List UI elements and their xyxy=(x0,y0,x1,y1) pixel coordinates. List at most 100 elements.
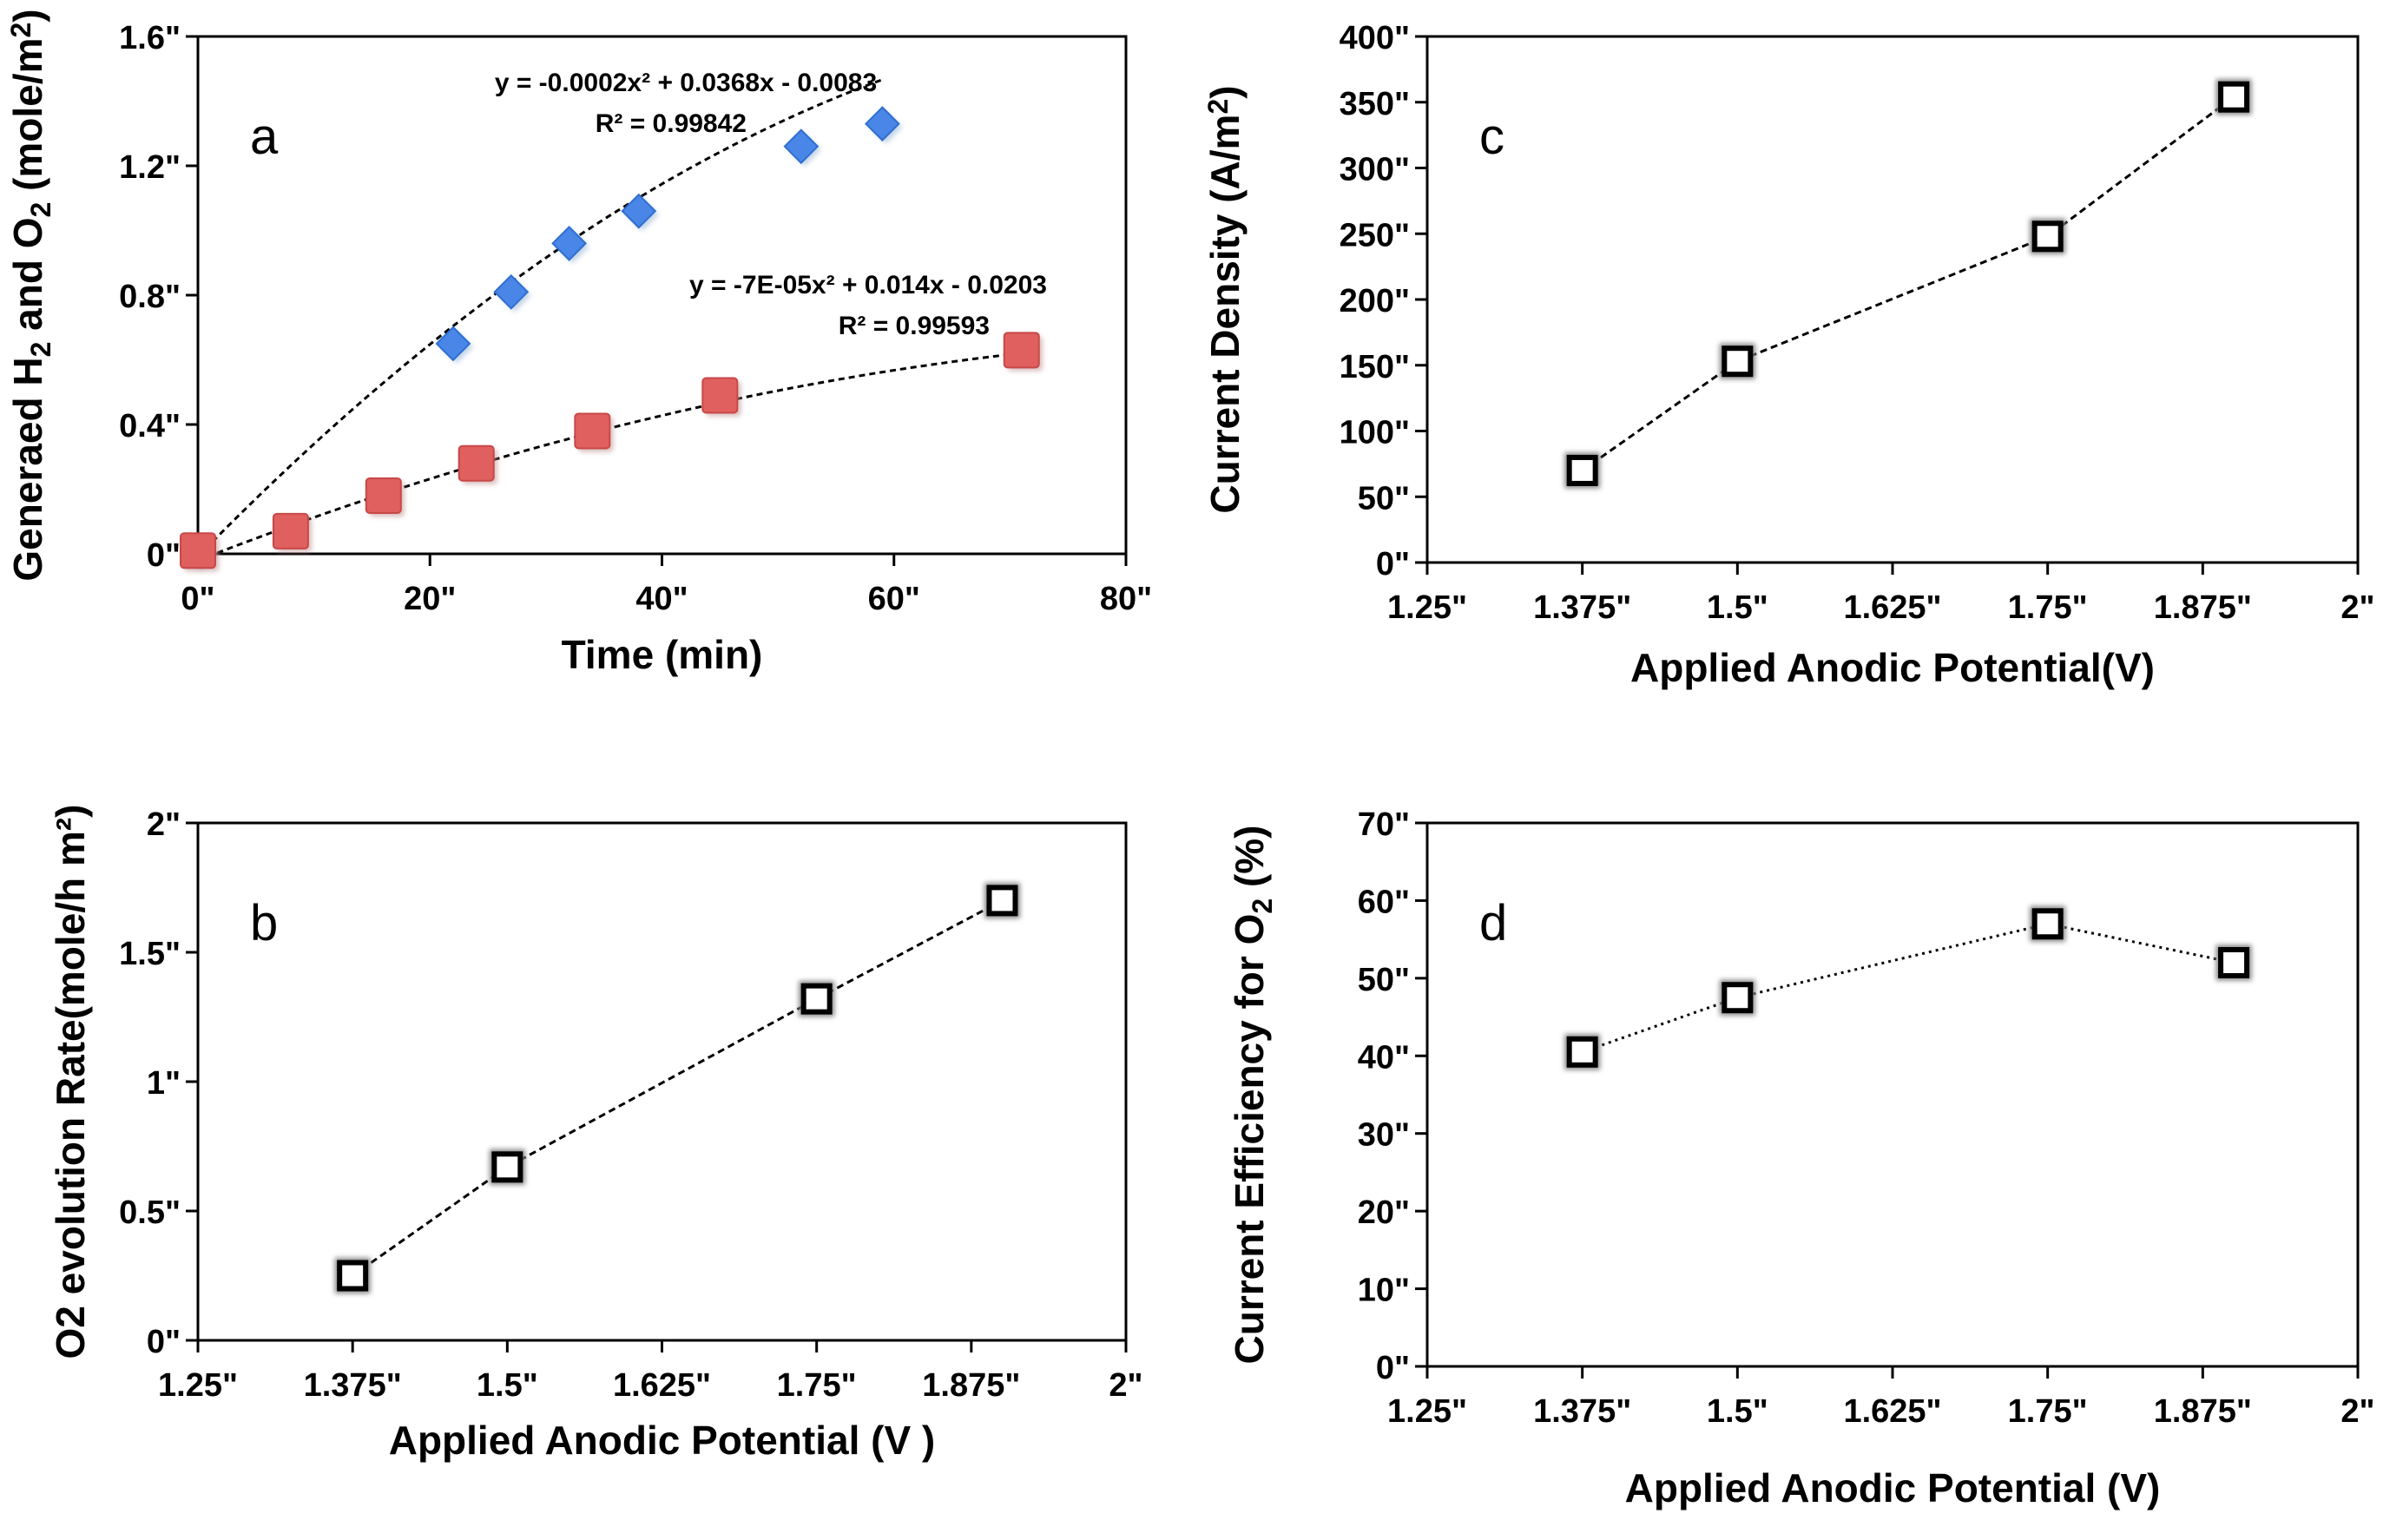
data-point xyxy=(2031,220,2064,253)
y-tick-label: 150" xyxy=(1340,349,1410,385)
y-tick-label: 300" xyxy=(1340,152,1410,188)
data-point xyxy=(180,532,216,569)
data-point xyxy=(621,193,657,229)
y-axis-label-part: 2 xyxy=(25,342,56,358)
x-tick-label: 1.25" xyxy=(158,1367,238,1404)
y-tick-label: 0.8" xyxy=(119,279,181,315)
y-tick-label: 30" xyxy=(1358,1117,1410,1154)
data-point xyxy=(1003,332,1040,369)
data-point xyxy=(365,477,402,514)
x-tick-label: 1.875" xyxy=(2154,1393,2252,1430)
data-point xyxy=(1722,982,1754,1014)
series-line xyxy=(1581,95,2235,472)
data-point xyxy=(574,412,611,450)
data-point xyxy=(337,1260,369,1292)
x-tick-label: 1.625" xyxy=(613,1367,711,1404)
series-current-density xyxy=(1564,79,2252,489)
trend-r2-o2: R² = 0.99593 xyxy=(839,312,990,340)
y-tick-label: 60" xyxy=(1358,884,1410,920)
x-tick-label: 40" xyxy=(635,581,688,617)
y-axis-label-part: ) xyxy=(1202,85,1248,98)
x-tick-label: 80" xyxy=(1100,581,1152,617)
data-point xyxy=(986,885,1018,917)
y-tick-label: 0" xyxy=(147,1324,181,1360)
data-point xyxy=(272,512,309,550)
y-tick-label: 50" xyxy=(1358,480,1410,517)
series-o2-evolution-rate xyxy=(334,882,1020,1293)
x-tick-label: 0" xyxy=(181,581,214,617)
y-tick-label: 0" xyxy=(1376,1350,1410,1386)
data-point xyxy=(435,326,471,362)
data-point xyxy=(701,377,739,414)
x-tick-label: 1.5" xyxy=(477,1367,538,1404)
chart-c: 1.25" 1.375" 1.5" 1.625" 1.75" 1.875" 2" 0" 50" 1… xyxy=(1202,20,2375,690)
x-tick-label: 1.625" xyxy=(1843,589,1941,626)
trend-r2-h2: R² = 0.99842 xyxy=(596,109,747,138)
x-tick-label: 20" xyxy=(404,581,456,617)
panel-label: d xyxy=(1479,895,1507,951)
trendline xyxy=(197,352,1022,562)
trend-equation-h2: y = -0.0002x² + 0.0368x - 0.0083 xyxy=(495,69,877,97)
plot-frame xyxy=(1425,821,2360,1368)
data-point xyxy=(800,983,833,1015)
x-tick-label: 1.375" xyxy=(304,1367,402,1404)
y-tick-label: 250" xyxy=(1340,217,1410,253)
series-line xyxy=(352,899,1004,1277)
y-tick-label: 1.6" xyxy=(119,20,181,56)
data-point xyxy=(551,225,588,261)
data-point xyxy=(1566,454,1598,486)
y-axis-label: O2 evolution Rate(mole/h m²) xyxy=(48,805,93,1359)
y-axis-label-part: ) xyxy=(5,9,50,22)
data-point xyxy=(864,106,900,141)
x-tick-label: 1.875" xyxy=(922,1367,1020,1404)
x-tick-label: 1.875" xyxy=(2154,589,2252,626)
y-tick-label: 1.2" xyxy=(119,149,181,186)
y-tick-label: 0" xyxy=(147,537,181,574)
y-tick-label: 0" xyxy=(1376,546,1410,582)
x-tick-label: 2" xyxy=(1109,1367,1142,1404)
data-point xyxy=(1722,346,1754,378)
y-tick-label: 100" xyxy=(1340,415,1410,451)
x-axis-label: Applied Anodic Potential(V) xyxy=(1630,645,2155,690)
x-tick-label: 1.625" xyxy=(1843,1393,1941,1430)
y-axis-label-part: 2 xyxy=(1247,898,1278,914)
y-tick-label: 2" xyxy=(147,806,181,843)
x-axis-label: Applied Anodic Potential (V ) xyxy=(389,1418,936,1463)
x-tick-label: 1.5" xyxy=(1707,1393,1768,1430)
y-axis-label: Generaed H2 and O2 (mole/m2) xyxy=(5,9,56,581)
y-tick-label: 350" xyxy=(1340,86,1410,122)
series-line xyxy=(1582,922,2235,1054)
y-tick-label: 0.5" xyxy=(119,1194,181,1231)
x-tick-label: 60" xyxy=(868,581,920,617)
x-tick-label: 1.75" xyxy=(777,1367,857,1404)
x-tick-label: 1.25" xyxy=(1387,589,1467,626)
data-point xyxy=(491,1151,523,1183)
y-axis-label-part: (%) xyxy=(1227,826,1272,898)
y-axis-label-part: 2 xyxy=(25,202,56,218)
x-tick-label: 2" xyxy=(2340,589,2374,626)
y-axis-label-part: Current Density (A/m xyxy=(1202,115,1248,514)
y-tick-label: 40" xyxy=(1358,1039,1410,1076)
series-current-efficiency xyxy=(1564,905,2252,1070)
trendline xyxy=(196,78,883,558)
data-point xyxy=(458,444,495,482)
data-point xyxy=(2218,81,2250,113)
x-tick-label: 1.375" xyxy=(1533,1393,1631,1430)
y-axis-label-part: and O xyxy=(5,217,50,341)
x-tick-label: 1.25" xyxy=(1387,1393,1467,1430)
chart-a: 0" 20" 40" 60" 80" 0" 0.4" 0.8" 1.2" 1.6" Time (mi… xyxy=(5,9,1152,677)
series-h2 xyxy=(180,78,903,571)
y-tick-label: 400" xyxy=(1340,20,1410,56)
data-point xyxy=(1566,1036,1598,1068)
x-tick-label: 1.75" xyxy=(2008,589,2088,626)
chart-b: 1.25" 1.375" 1.5" 1.625" 1.75" 1.875" 2" 0" 0.5"… xyxy=(48,805,1143,1463)
y-tick-label: 50" xyxy=(1358,962,1410,998)
chart-d: 1.25" 1.375" 1.5" 1.625" 1.75" 1.875" 2" 0" 10" 2… xyxy=(1227,806,2375,1510)
y-axis-label: Current Density (A/m2) xyxy=(1202,85,1248,513)
trend-equation-o2: y = -7E-05x² + 0.014x - 0.0203 xyxy=(689,271,1047,299)
y-axis-label-part: Current Efficiency for O xyxy=(1227,914,1272,1365)
x-axis-label: Applied Anodic Potential (V) xyxy=(1625,1465,2161,1510)
y-tick-label: 0.4" xyxy=(119,408,181,444)
y-tick-label: 20" xyxy=(1358,1194,1410,1231)
data-point xyxy=(2218,946,2250,978)
